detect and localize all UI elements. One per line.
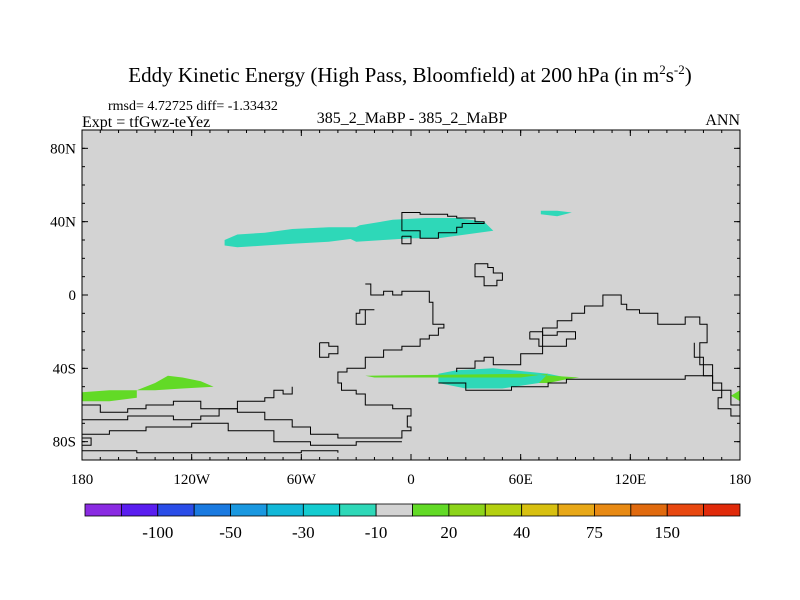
contour-coast-interior-step bbox=[355, 309, 375, 325]
lon-tick-label: 0 bbox=[407, 472, 415, 488]
title-sup2: -2 bbox=[674, 62, 685, 77]
contour-coast-small-island bbox=[401, 235, 412, 245]
lat-tick-label: 80S bbox=[53, 435, 76, 451]
colorbar-box bbox=[266, 503, 304, 517]
colorbar-box bbox=[557, 503, 595, 517]
region-sh-green-west1 bbox=[82, 390, 137, 402]
colorbar-box bbox=[193, 503, 231, 517]
chart-title: Eddy Kinetic Energy (High Pass, Bloomfie… bbox=[128, 62, 692, 87]
title-main: Eddy Kinetic Energy (High Pass, Bloomfie… bbox=[128, 63, 659, 87]
lat-tick-label: 40S bbox=[53, 361, 76, 377]
title-sup1: 2 bbox=[659, 62, 666, 77]
colorbar-label: 150 bbox=[654, 523, 680, 542]
region-nh-jet-west bbox=[224, 227, 375, 248]
season-label: ANN bbox=[705, 112, 740, 129]
colorbar-box bbox=[157, 503, 195, 517]
contour-coast-left-stub bbox=[82, 437, 92, 446]
colorbar-box bbox=[521, 503, 559, 517]
expt-label: Expt = tfGwz-teYez bbox=[82, 114, 210, 131]
contour-coast-west-continent bbox=[82, 283, 445, 439]
colorbar-box bbox=[594, 503, 632, 517]
contour-coast-east-loop bbox=[529, 331, 576, 347]
colorbar-box bbox=[375, 503, 413, 517]
colorbar-label: -10 bbox=[365, 523, 388, 542]
colorbar-box bbox=[484, 503, 523, 517]
lon-tick-label: 180 bbox=[729, 472, 752, 488]
colorbar-label: -50 bbox=[219, 523, 242, 542]
colorbar-box bbox=[703, 503, 741, 517]
contour-coast-south-pacific bbox=[82, 386, 293, 421]
filled-regions bbox=[82, 210, 740, 402]
colorbar-box bbox=[448, 503, 486, 517]
contour-coast-east-south bbox=[438, 375, 713, 391]
lon-tick-label: 60E bbox=[509, 472, 533, 488]
contour-coast-east-vertical bbox=[693, 342, 740, 406]
colorbar-label: 75 bbox=[586, 523, 603, 542]
colorbar-box bbox=[302, 503, 341, 517]
region-sh-jet-indian bbox=[438, 368, 567, 389]
lon-tick-label: 60W bbox=[287, 472, 317, 488]
contour-lines bbox=[82, 212, 740, 454]
lon-tick-label: 180 bbox=[71, 472, 94, 488]
colorbar-box bbox=[84, 503, 122, 517]
region-nh-jet-small bbox=[540, 210, 572, 217]
colorbar-box bbox=[120, 503, 159, 517]
contour-coast-south-floor bbox=[82, 450, 339, 454]
contour-coast-north-atlantic bbox=[401, 212, 485, 239]
map-panel: 180 120W 60W 0 60E 120E 180 80N 40N 0 40S 80S bbox=[50, 129, 752, 488]
case-label: 385_2_MaBP - 385_2_MaBP bbox=[317, 110, 508, 127]
region-sh-green-east bbox=[365, 373, 580, 383]
colorbar-label: -100 bbox=[142, 523, 173, 542]
colorbar-box bbox=[339, 503, 377, 517]
axis-ticks: 180 120W 60W 0 60E 120E 180 80N 40N 0 40S 80S bbox=[50, 129, 752, 488]
map-background bbox=[82, 130, 740, 460]
lat-tick-label: 80N bbox=[50, 141, 76, 157]
colorbar-label: -30 bbox=[292, 523, 315, 542]
lat-tick-label: 0 bbox=[69, 288, 77, 304]
stats-label: rmsd= 4.72725 diff= -1.33432 bbox=[108, 99, 278, 114]
contour-coast-far-south bbox=[82, 422, 402, 446]
lon-tick-label: 120E bbox=[614, 472, 646, 488]
region-sh-green-west2 bbox=[136, 375, 214, 391]
colorbar-box bbox=[412, 503, 450, 517]
lat-tick-label: 40N bbox=[50, 215, 76, 231]
region-sh-green-edge bbox=[730, 390, 740, 402]
title-mid: s bbox=[666, 63, 674, 87]
contour-coast-arabia bbox=[474, 263, 503, 287]
contour-coast-shelf bbox=[319, 342, 339, 358]
lon-tick-label: 120W bbox=[173, 472, 211, 488]
colorbar-box bbox=[230, 503, 268, 517]
colorbar-box bbox=[666, 503, 705, 517]
colorbar-label: 40 bbox=[513, 523, 530, 542]
colorbar: -100 -50 -30 -10 20 40 75 150 bbox=[84, 503, 741, 542]
colorbar-label: 20 bbox=[440, 523, 457, 542]
title-end: ) bbox=[685, 63, 692, 87]
colorbar-box bbox=[630, 503, 668, 517]
region-nh-jet-east bbox=[341, 218, 494, 242]
